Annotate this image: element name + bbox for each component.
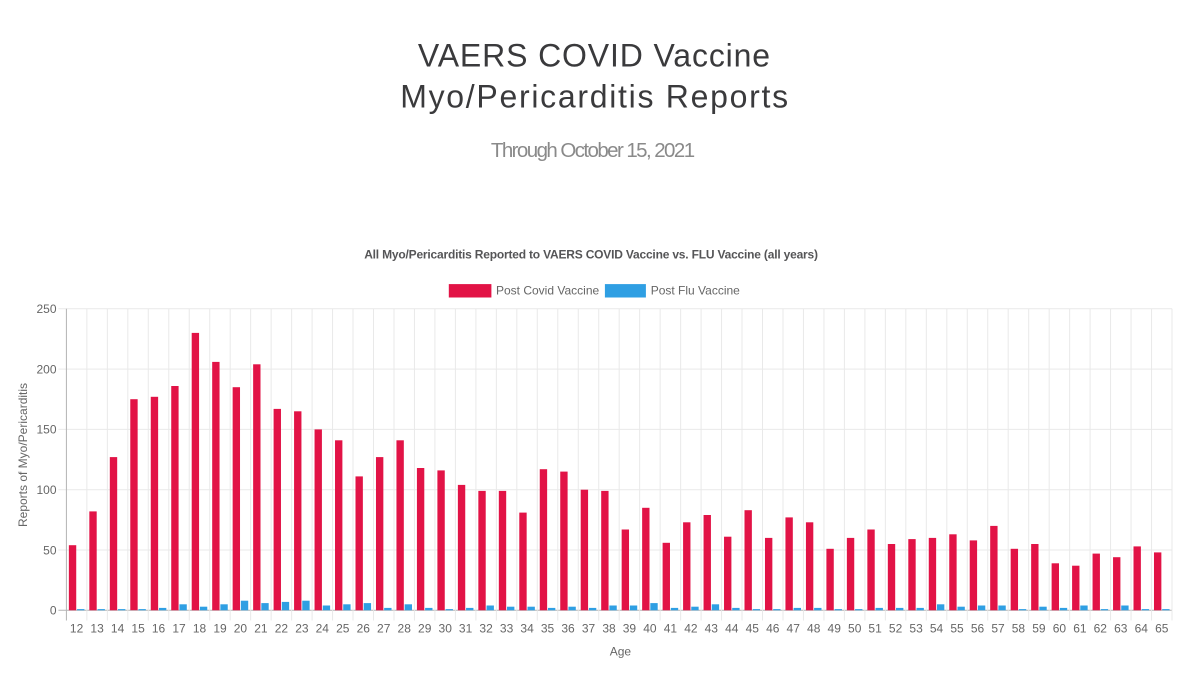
svg-text:VAERS COVID Vaccine: VAERS COVID Vaccine <box>418 37 770 73</box>
svg-text:52: 52 <box>889 621 903 635</box>
svg-text:57: 57 <box>991 621 1005 635</box>
svg-text:Post Covid Vaccine: Post Covid Vaccine <box>496 284 599 298</box>
svg-text:150: 150 <box>36 423 56 437</box>
svg-text:200: 200 <box>36 362 56 376</box>
svg-text:61: 61 <box>1073 621 1087 635</box>
svg-text:49: 49 <box>828 621 842 635</box>
svg-text:65: 65 <box>1155 621 1169 635</box>
svg-text:25: 25 <box>336 621 350 635</box>
svg-text:12: 12 <box>70 621 84 635</box>
svg-text:63: 63 <box>1114 621 1128 635</box>
svg-text:19: 19 <box>213 621 227 635</box>
svg-text:Age: Age <box>610 645 632 659</box>
svg-text:32: 32 <box>479 621 493 635</box>
svg-text:34: 34 <box>520 621 534 635</box>
svg-text:28: 28 <box>398 621 412 635</box>
svg-text:39: 39 <box>623 621 637 635</box>
svg-text:23: 23 <box>295 621 309 635</box>
svg-text:60: 60 <box>1053 621 1067 635</box>
svg-text:47: 47 <box>787 621 801 635</box>
svg-text:17: 17 <box>172 621 186 635</box>
svg-text:38: 38 <box>602 621 616 635</box>
svg-text:All Myo/Pericarditis Reported: All Myo/Pericarditis Reported to VAERS C… <box>364 248 818 262</box>
svg-text:40: 40 <box>643 621 657 635</box>
svg-text:55: 55 <box>950 621 964 635</box>
svg-text:50: 50 <box>848 621 862 635</box>
svg-text:33: 33 <box>500 621 514 635</box>
svg-text:24: 24 <box>316 621 330 635</box>
svg-text:43: 43 <box>705 621 719 635</box>
svg-text:58: 58 <box>1012 621 1026 635</box>
svg-text:48: 48 <box>807 621 821 635</box>
svg-text:14: 14 <box>111 621 125 635</box>
svg-text:26: 26 <box>357 621 371 635</box>
svg-text:0: 0 <box>50 604 57 618</box>
svg-text:62: 62 <box>1094 621 1108 635</box>
svg-text:53: 53 <box>909 621 923 635</box>
svg-text:64: 64 <box>1135 621 1149 635</box>
svg-text:51: 51 <box>868 621 882 635</box>
svg-text:15: 15 <box>131 621 145 635</box>
svg-text:27: 27 <box>377 621 391 635</box>
svg-text:250: 250 <box>36 302 56 316</box>
svg-text:Reports of Myo/Pericarditis: Reports of Myo/Pericarditis <box>16 383 30 527</box>
svg-text:42: 42 <box>684 621 698 635</box>
svg-text:100: 100 <box>36 483 56 497</box>
svg-text:45: 45 <box>746 621 760 635</box>
svg-text:37: 37 <box>582 621 596 635</box>
svg-text:16: 16 <box>152 621 166 635</box>
svg-text:29: 29 <box>418 621 432 635</box>
svg-text:54: 54 <box>930 621 944 635</box>
svg-text:44: 44 <box>725 621 739 635</box>
svg-text:30: 30 <box>439 621 453 635</box>
svg-text:36: 36 <box>561 621 575 635</box>
svg-text:41: 41 <box>664 621 678 635</box>
svg-text:46: 46 <box>766 621 780 635</box>
svg-text:Through October 15, 2021: Through October 15, 2021 <box>491 139 695 162</box>
svg-text:56: 56 <box>971 621 985 635</box>
svg-text:31: 31 <box>459 621 473 635</box>
svg-text:13: 13 <box>90 621 104 635</box>
svg-text:50: 50 <box>43 543 57 557</box>
svg-text:Post Flu Vaccine: Post Flu Vaccine <box>651 284 740 298</box>
svg-text:22: 22 <box>275 621 289 635</box>
svg-text:18: 18 <box>193 621 207 635</box>
svg-text:Myo/Pericarditis Reports: Myo/Pericarditis Reports <box>400 79 788 115</box>
svg-text:21: 21 <box>254 621 268 635</box>
svg-text:35: 35 <box>541 621 555 635</box>
svg-text:59: 59 <box>1032 621 1046 635</box>
svg-text:20: 20 <box>234 621 248 635</box>
